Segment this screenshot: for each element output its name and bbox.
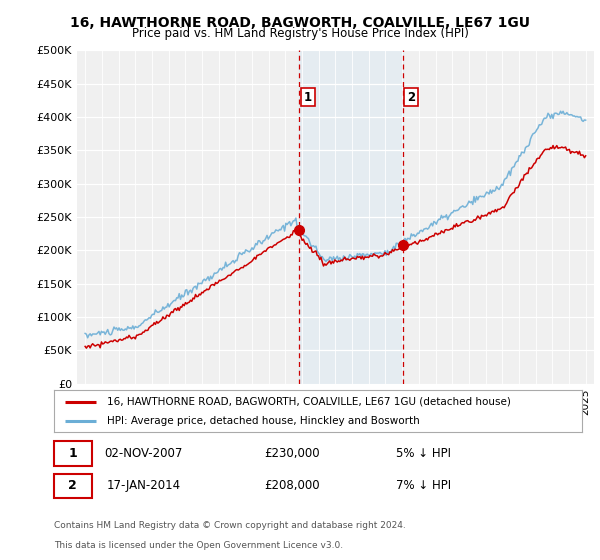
Text: £230,000: £230,000 — [264, 447, 319, 460]
Text: 5% ↓ HPI: 5% ↓ HPI — [396, 447, 451, 460]
Text: £208,000: £208,000 — [264, 479, 319, 492]
Text: This data is licensed under the Open Government Licence v3.0.: This data is licensed under the Open Gov… — [54, 541, 343, 550]
Text: Price paid vs. HM Land Registry's House Price Index (HPI): Price paid vs. HM Land Registry's House … — [131, 27, 469, 40]
Text: HPI: Average price, detached house, Hinckley and Bosworth: HPI: Average price, detached house, Hinc… — [107, 416, 419, 426]
Text: Contains HM Land Registry data © Crown copyright and database right 2024.: Contains HM Land Registry data © Crown c… — [54, 521, 406, 530]
Bar — [299, 50, 403, 384]
Text: 17-JAN-2014: 17-JAN-2014 — [107, 479, 181, 492]
FancyBboxPatch shape — [54, 474, 92, 498]
Text: 1: 1 — [68, 447, 77, 460]
Text: 02-NOV-2007: 02-NOV-2007 — [104, 447, 183, 460]
Text: 16, HAWTHORNE ROAD, BAGWORTH, COALVILLE, LE67 1GU (detached house): 16, HAWTHORNE ROAD, BAGWORTH, COALVILLE,… — [107, 396, 511, 407]
FancyBboxPatch shape — [54, 441, 92, 465]
Text: 1: 1 — [304, 91, 311, 104]
Text: 2: 2 — [68, 479, 77, 492]
Text: 7% ↓ HPI: 7% ↓ HPI — [396, 479, 451, 492]
Text: 16, HAWTHORNE ROAD, BAGWORTH, COALVILLE, LE67 1GU: 16, HAWTHORNE ROAD, BAGWORTH, COALVILLE,… — [70, 16, 530, 30]
Text: 2: 2 — [407, 91, 415, 104]
